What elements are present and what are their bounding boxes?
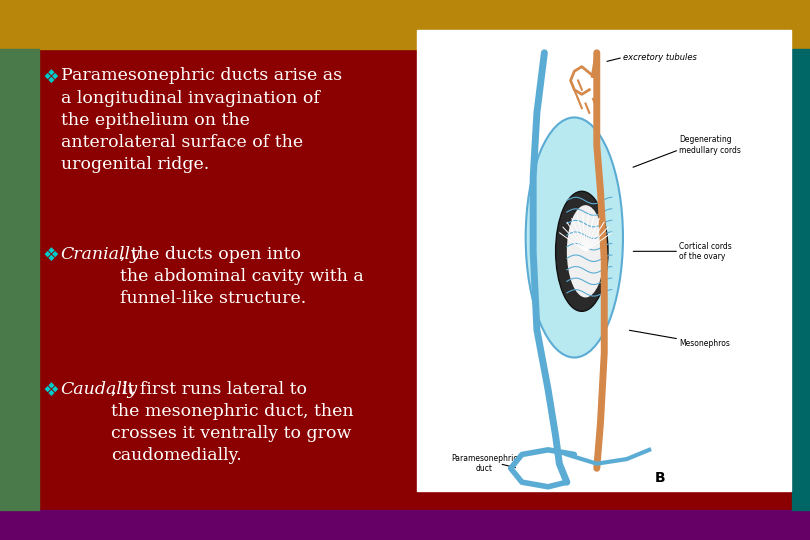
Ellipse shape xyxy=(567,205,604,298)
Text: Caudally: Caudally xyxy=(61,381,138,397)
Text: Paramesonephric
duct: Paramesonephric duct xyxy=(451,454,518,474)
Text: ❖: ❖ xyxy=(42,68,59,86)
Bar xyxy=(0,0,810,49)
Text: , it first runs lateral to
the mesonephric duct, then
crosses it ventrally to gr: , it first runs lateral to the mesonephr… xyxy=(111,381,354,464)
Bar xyxy=(0,49,39,510)
Text: ❖: ❖ xyxy=(42,381,59,400)
Text: ❖: ❖ xyxy=(42,246,59,265)
Ellipse shape xyxy=(526,117,623,357)
Bar xyxy=(417,30,791,491)
Bar xyxy=(792,49,810,510)
Text: Cranially: Cranially xyxy=(61,246,141,262)
Text: B: B xyxy=(655,470,666,484)
Text: Paramesonephric ducts arise as
a longitudinal invagination of
the epithelium on : Paramesonephric ducts arise as a longitu… xyxy=(61,68,342,173)
Text: excretory tubules: excretory tubules xyxy=(623,53,697,62)
Text: Mesonephros: Mesonephros xyxy=(679,339,730,348)
Text: , the ducts open into
the abdominal cavity with a
funnel-like structure.: , the ducts open into the abdominal cavi… xyxy=(120,246,364,307)
Text: Cortical cords
of the ovary: Cortical cords of the ovary xyxy=(679,241,732,261)
Text: Degenerating
medullary cords: Degenerating medullary cords xyxy=(679,136,741,155)
Bar xyxy=(0,510,810,540)
Ellipse shape xyxy=(556,191,608,312)
